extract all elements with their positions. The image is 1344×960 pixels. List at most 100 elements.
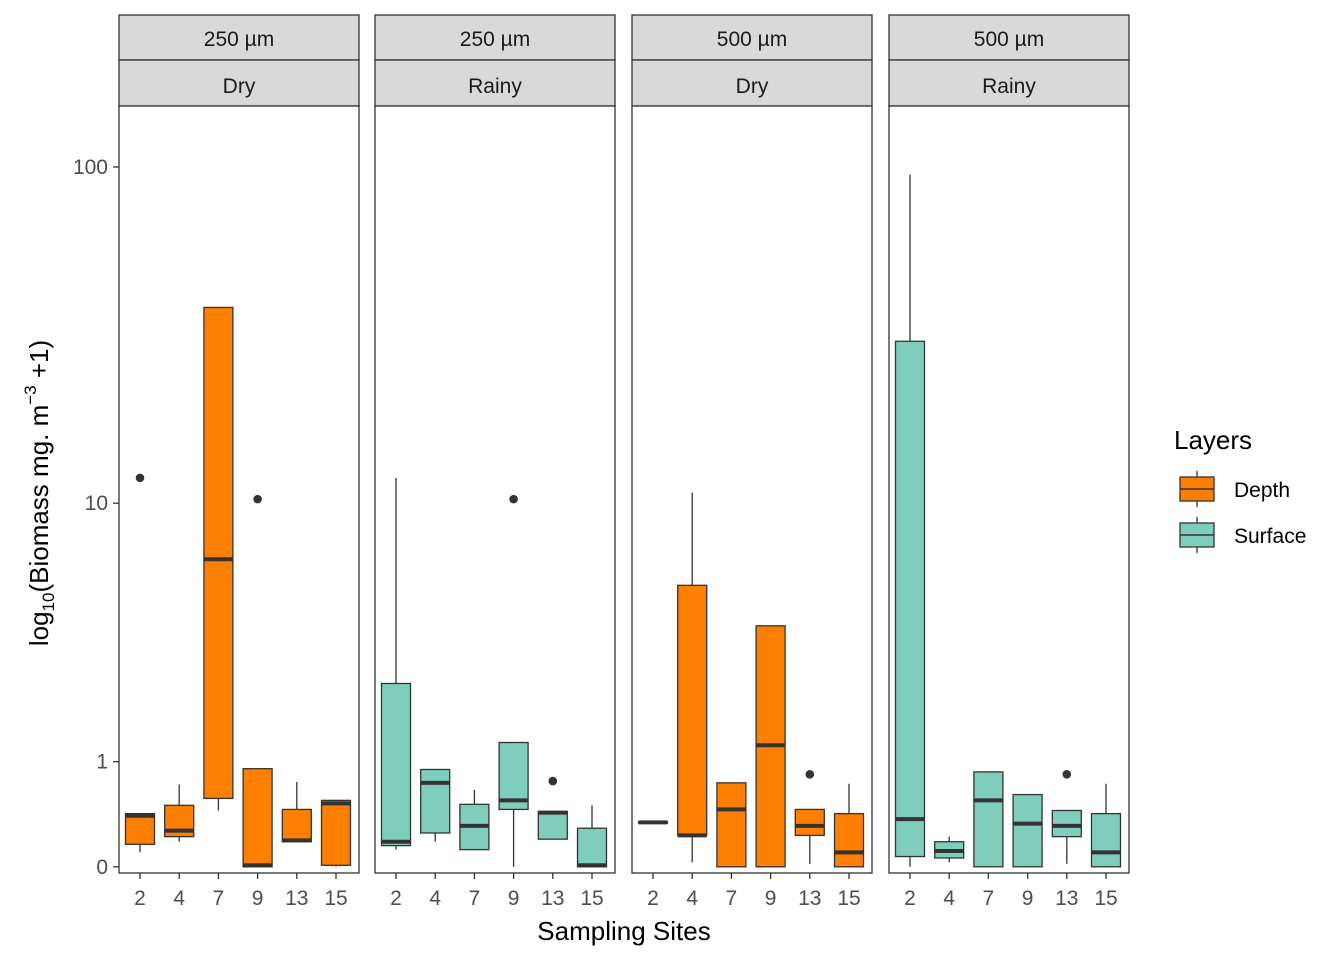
box-plot xyxy=(1090,783,1122,868)
box-iqr xyxy=(794,808,825,837)
box-plot xyxy=(242,494,273,868)
box-plot xyxy=(833,783,865,868)
x-tick-label: 15 xyxy=(324,887,347,910)
facet-strip-season-label: Dry xyxy=(736,75,769,98)
facet-strip-season-label: Dry xyxy=(223,75,256,98)
box-iqr xyxy=(320,799,352,866)
box-plot xyxy=(498,494,529,867)
x-tick-label: 13 xyxy=(1055,887,1078,910)
x-tick-label: 13 xyxy=(285,887,308,910)
box-plot xyxy=(537,776,568,840)
box-plot xyxy=(576,805,608,868)
box-plot xyxy=(794,770,825,864)
x-tick-label: 4 xyxy=(943,887,955,910)
box-plot xyxy=(203,306,234,811)
x-tick-label: 9 xyxy=(508,887,520,910)
facet-panel: 250 µm Dry 2 4 7 9 13 15 xyxy=(118,14,360,910)
box-plot xyxy=(716,782,747,868)
y-tick-label: 1 xyxy=(96,751,108,774)
facet-strip-season xyxy=(888,59,1130,107)
legend: Layers Depth Surface xyxy=(1174,425,1306,553)
x-tick-label: 15 xyxy=(580,887,603,910)
x-tick-label: 2 xyxy=(390,887,402,910)
y-axis-title-subscript: 10 xyxy=(39,593,58,612)
x-axis-title: Sampling Sites xyxy=(537,916,710,946)
legend-title: Layers xyxy=(1174,425,1252,455)
legend-entry-label: Depth xyxy=(1234,479,1290,502)
facet-strip-season-label: Rainy xyxy=(982,75,1036,98)
x-tick-label: 2 xyxy=(647,887,659,910)
y-axis: 0 1 10 100 xyxy=(73,156,119,879)
box-plot xyxy=(894,174,926,867)
box-iqr xyxy=(716,782,747,868)
box-plot xyxy=(1012,793,1043,868)
box-plot xyxy=(637,820,669,825)
box-iqr xyxy=(833,812,865,868)
box-iqr xyxy=(281,808,312,843)
box-iqr xyxy=(1012,793,1043,868)
box-iqr xyxy=(242,768,273,868)
box-plot xyxy=(124,473,156,853)
svg-text:log10(Biomass mg. m−3 +1): log10(Biomass mg. m−3 +1) xyxy=(21,340,58,646)
box-outlier xyxy=(509,494,518,504)
x-tick-label: 7 xyxy=(469,887,481,910)
box-iqr xyxy=(677,584,708,837)
box-outlier xyxy=(135,473,145,483)
y-axis-title-prefix: log xyxy=(24,611,54,646)
facet-panel: 500 µm Rainy 2 4 7 9 13 15 xyxy=(888,14,1130,910)
box-iqr xyxy=(203,306,234,800)
box-plot xyxy=(459,789,490,851)
x-tick-label: 9 xyxy=(252,887,264,910)
x-tick-label: 15 xyxy=(837,887,860,910)
box-plot xyxy=(320,799,352,867)
facet-plot-area xyxy=(118,105,360,874)
x-tick-label: 13 xyxy=(541,887,564,910)
facet-strip-size xyxy=(631,14,873,61)
y-axis-title: log10(Biomass mg. m−3 +1) xyxy=(21,340,58,646)
x-tick-label: 13 xyxy=(798,887,821,910)
box-outlier xyxy=(1062,770,1072,779)
x-tick-label: 7 xyxy=(213,887,225,910)
x-tick-label: 9 xyxy=(1022,887,1034,910)
box-plot xyxy=(380,477,412,850)
facet-strip-size xyxy=(374,14,616,61)
y-axis-title-main: (Biomass mg. m xyxy=(24,405,54,593)
x-tick-label: 2 xyxy=(904,887,916,910)
box-plot xyxy=(281,781,312,843)
x-tick-label: 7 xyxy=(726,887,738,910)
box-iqr xyxy=(1051,809,1082,838)
box-plot xyxy=(164,784,195,842)
facet-plot-area xyxy=(374,105,616,874)
box-iqr xyxy=(973,771,1004,868)
legend-entries: Depth Surface xyxy=(1179,471,1306,553)
y-tick-label: 100 xyxy=(73,156,108,179)
x-tick-label: 4 xyxy=(429,887,441,910)
facet-strip-season-label: Rainy xyxy=(468,75,522,98)
box-iqr xyxy=(894,340,926,858)
box-iqr xyxy=(380,682,412,847)
facet-strip-size xyxy=(888,14,1130,61)
box-plot xyxy=(1051,770,1082,864)
box-plot xyxy=(934,836,965,863)
box-iqr xyxy=(576,827,608,868)
box-iqr xyxy=(537,810,568,840)
facet-plot-area xyxy=(888,105,1130,874)
facet-strip-size-label: 500 µm xyxy=(717,28,787,51)
legend-entry: Depth xyxy=(1179,471,1290,507)
facet-panel: 250 µm Rainy 2 4 7 9 13 15 xyxy=(374,14,616,910)
x-tick-label: 9 xyxy=(765,887,777,910)
y-axis-title-superscript: −3 xyxy=(21,385,40,404)
box-iqr xyxy=(124,812,156,845)
facet-strip-size xyxy=(118,14,360,61)
y-axis-title-suffix: +1) xyxy=(24,340,54,386)
y-tick-label: 0 xyxy=(96,856,108,879)
facet-strip-size-label: 250 µm xyxy=(204,28,274,51)
legend-entry: Surface xyxy=(1179,517,1306,553)
box-plot xyxy=(677,492,708,863)
facet-strip-season xyxy=(374,59,616,107)
facet-panel: 500 µm Dry 2 4 7 9 13 15 xyxy=(631,14,873,910)
x-tick-label: 7 xyxy=(983,887,995,910)
box-outlier xyxy=(805,770,815,779)
